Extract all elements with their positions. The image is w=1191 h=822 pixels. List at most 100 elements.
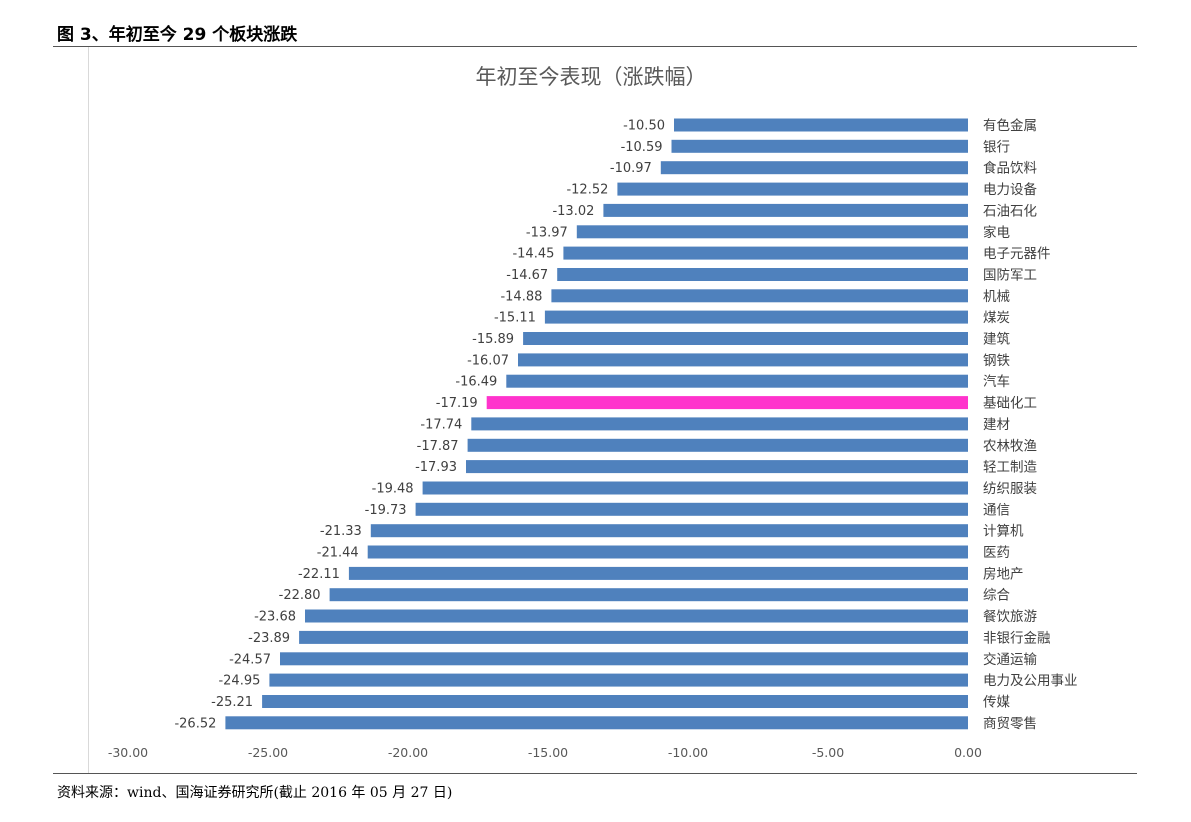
category-label: 有色金属 <box>983 117 1037 134</box>
value-label: -15.11 <box>494 311 536 326</box>
category-label: 通信 <box>983 502 1010 518</box>
value-label: -10.50 <box>623 119 665 134</box>
value-label: -24.57 <box>229 652 271 667</box>
category-label: 建筑 <box>983 332 1011 348</box>
category-label: 国防军工 <box>983 268 1037 284</box>
category-label: 非银行金融 <box>983 630 1051 646</box>
category-label: 机械 <box>983 289 1010 305</box>
bar <box>262 695 969 708</box>
x-tick-label: -30.00 <box>108 745 148 760</box>
x-tick-label: -10.00 <box>668 745 708 760</box>
bar <box>370 524 968 538</box>
category-label: 电力设备 <box>983 181 1037 198</box>
category-label: 农林牧渔 <box>983 438 1037 454</box>
bar <box>348 566 968 580</box>
value-label: -19.48 <box>372 482 414 497</box>
value-label: -15.89 <box>472 332 514 347</box>
value-labels-group: -10.50 -10.59 -10.97-12.52 -13.02 -13.97 -14.… <box>174 119 665 732</box>
value-label: -10.59 <box>621 140 663 155</box>
value-label: -26.52 <box>174 716 216 731</box>
category-label: 基础化工 <box>983 395 1037 412</box>
category-label: 医药 <box>983 545 1010 561</box>
bar <box>557 268 968 281</box>
category-label: 建材 <box>983 417 1010 433</box>
category-label: 食品饮料 <box>983 160 1037 177</box>
bar <box>466 460 968 474</box>
category-label: 银行 <box>983 139 1010 155</box>
x-tick-label: -25.00 <box>248 745 288 760</box>
x-tick-label: -5.00 <box>812 745 844 760</box>
bar <box>299 630 969 644</box>
bar <box>576 225 968 239</box>
value-label: -25.21 <box>211 695 253 710</box>
category-label: 传媒 <box>983 695 1011 711</box>
category-label: 石油石化 <box>983 203 1037 219</box>
value-label: -23.68 <box>254 610 296 625</box>
bar <box>269 673 968 687</box>
source-note: 资料来源：wind、国海证券研究所(截止 2016 年 05 月 27 日) <box>57 785 453 801</box>
bar <box>422 481 969 495</box>
bar <box>329 588 969 602</box>
value-label: -22.80 <box>279 588 321 603</box>
value-label: -16.07 <box>467 353 509 368</box>
category-label: 煤炭 <box>983 310 1010 326</box>
bar <box>523 332 968 345</box>
value-label: -21.44 <box>317 546 359 561</box>
x-tick-label: -20.00 <box>388 745 428 760</box>
bar <box>467 438 968 452</box>
x-tick-label: 0.00 <box>954 745 982 760</box>
bar <box>544 310 968 324</box>
value-label: -23.89 <box>248 631 290 646</box>
bar <box>367 545 968 559</box>
category-label: 商贸零售 <box>983 716 1037 732</box>
bars-group <box>225 118 969 730</box>
category-label: 纺织服装 <box>983 481 1037 497</box>
category-label: 计算机 <box>983 524 1024 540</box>
category-label: 房地产 <box>983 566 1024 582</box>
category-label: 电力及公用事业 <box>983 673 1078 689</box>
bar <box>563 246 968 260</box>
value-label: -13.97 <box>526 225 568 240</box>
value-label: -14.88 <box>500 289 542 304</box>
value-label: -16.49 <box>455 375 497 390</box>
category-label: 餐饮旅游 <box>983 609 1037 625</box>
category-label: 综合 <box>983 588 1011 604</box>
value-label: -24.95 <box>218 674 260 689</box>
bar <box>486 396 968 410</box>
bar <box>506 374 968 388</box>
chart-title: 年初至今表现（涨跌幅） <box>476 65 707 89</box>
value-label: -21.33 <box>320 524 362 539</box>
bar <box>603 203 968 217</box>
top-rule <box>53 46 1137 47</box>
bar <box>280 652 968 666</box>
category-label: 轻工制造 <box>983 460 1037 476</box>
value-label: -13.02 <box>552 204 594 219</box>
value-label: -17.74 <box>420 417 462 432</box>
category-label: 电子元器件 <box>983 246 1051 262</box>
x-tick-label: -15.00 <box>528 745 568 760</box>
bar <box>674 118 968 132</box>
bar <box>518 353 968 367</box>
value-label: -17.19 <box>436 396 478 411</box>
value-label: -12.52 <box>566 183 608 198</box>
bar <box>305 609 968 623</box>
chart-frame <box>88 47 1137 773</box>
bar <box>225 716 968 730</box>
category-labels-group: 有色金属银行食品饮料电力设备石油石化家电电子元器件国防军工机械煤炭建筑钢铁汽车基… <box>983 117 1078 732</box>
bar <box>671 139 968 153</box>
value-label: -19.73 <box>365 503 407 518</box>
value-label: -17.87 <box>417 439 459 454</box>
bottom-rule <box>53 773 1137 774</box>
figure-caption: 图 3、年初至今 29 个板块涨跌 <box>57 25 298 45</box>
category-label: 汽车 <box>983 373 1010 390</box>
bar <box>471 417 968 431</box>
bar <box>415 502 969 516</box>
x-axis-ticks-group: -30.00 -25.00 -20.00 -15.00 -10.00 -5.00 0.00 <box>108 745 982 760</box>
value-label: -17.93 <box>415 460 457 475</box>
category-label: 交通运输 <box>983 651 1037 668</box>
category-label: 钢铁 <box>983 353 1011 369</box>
value-label: -22.11 <box>298 567 340 582</box>
bar <box>617 182 968 196</box>
bar <box>660 161 968 175</box>
